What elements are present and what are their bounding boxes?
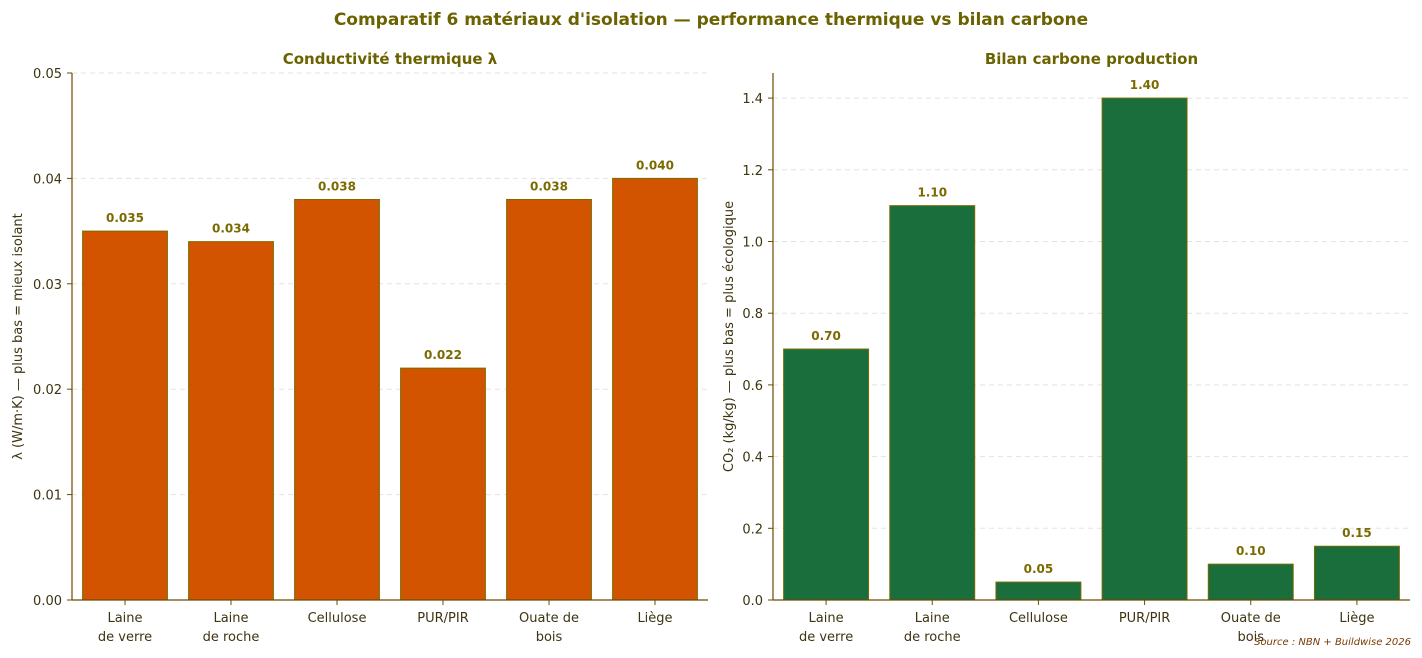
- y-axis-label: CO₂ (kg/kg) — plus bas = plus écologique: [722, 201, 737, 472]
- bar: [1313, 545, 1400, 601]
- x-tick-label-line: Ouate de: [1221, 611, 1281, 626]
- y-axis-label: λ (W/m·K) — plus bas = mieux isolant: [11, 213, 26, 460]
- x-tick-label-line: de roche: [203, 630, 260, 645]
- bar: [612, 177, 698, 601]
- x-tick-label: Liège: [1339, 611, 1374, 626]
- value-label: 1.10: [917, 186, 947, 200]
- bar: [995, 581, 1082, 601]
- bar: [783, 348, 870, 601]
- bar: [400, 367, 486, 601]
- x-tick-label-line: bois: [1237, 630, 1264, 645]
- x-tick-label-line: de roche: [904, 630, 961, 645]
- y-tick-label: 0.2: [742, 522, 763, 537]
- carbon-footprint-chart: Bilan carbone production 0.70 Laine de verr…: [722, 50, 1410, 645]
- value-label: 0.10: [1236, 544, 1266, 558]
- figure-title: Comparatif 6 matériaux d'isolation — per…: [334, 10, 1088, 30]
- y-tick-label: 0.05: [33, 67, 62, 82]
- y-tick-label: 0.00: [33, 594, 62, 609]
- x-tick-label-line: Laine: [107, 611, 142, 626]
- x-tick-label: PUR/PIR: [417, 611, 468, 626]
- y-tick-label: 0.02: [33, 383, 62, 398]
- value-label: 1.40: [1130, 78, 1160, 92]
- bar: [82, 230, 168, 601]
- value-label: 0.038: [530, 179, 568, 193]
- y-tick-label: 1.2: [742, 164, 763, 179]
- x-tick-label-line: Laine: [915, 611, 950, 626]
- x-tick-label: PUR/PIR: [1119, 611, 1170, 626]
- x-tick-label: Laine de verre: [799, 611, 853, 645]
- panel-title: Conductivité thermique λ: [283, 50, 498, 68]
- y-tick-label: 0.4: [742, 451, 763, 466]
- x-tick-label: Cellulose: [308, 611, 367, 626]
- value-label: 0.040: [636, 158, 674, 172]
- y-tick-label: 0.8: [742, 307, 763, 322]
- panel-title: Bilan carbone production: [985, 50, 1198, 68]
- value-label: 0.035: [106, 211, 144, 225]
- x-tick-label-line: Liège: [637, 611, 672, 626]
- x-tick-label: Ouate de bois: [1221, 611, 1281, 645]
- y-tick-label: 1.0: [742, 235, 763, 250]
- bar: [1207, 563, 1294, 601]
- value-label: 0.15: [1342, 526, 1372, 540]
- y-tick-label: 0.6: [742, 379, 763, 394]
- x-tick-label-line: bois: [536, 630, 563, 645]
- y-tick-label: 0.0: [742, 594, 763, 609]
- value-label: 0.70: [811, 329, 841, 343]
- x-tick-label: Laine de roche: [904, 611, 961, 645]
- x-tick-label-line: de verre: [799, 630, 853, 645]
- x-tick-label-line: Laine: [809, 611, 844, 626]
- x-tick-label-line: PUR/PIR: [1119, 611, 1170, 626]
- value-label: 0.038: [318, 179, 356, 193]
- x-tick-label-line: Ouate de: [519, 611, 579, 626]
- bar: [188, 241, 274, 601]
- x-tick-label-line: Liège: [1339, 611, 1374, 626]
- x-tick-label-line: de verre: [98, 630, 152, 645]
- x-tick-label-line: Cellulose: [308, 611, 367, 626]
- y-tick-label: 1.4: [742, 92, 763, 107]
- x-tick-label: Cellulose: [1009, 611, 1068, 626]
- value-label: 0.05: [1024, 562, 1054, 576]
- bar: [1101, 97, 1188, 601]
- x-tick-label-line: PUR/PIR: [417, 611, 468, 626]
- bar: [294, 198, 380, 601]
- x-tick-label: Laine de verre: [98, 611, 152, 645]
- value-label: 0.034: [212, 222, 250, 236]
- y-tick-label: 0.01: [33, 489, 62, 504]
- x-tick-label-line: Cellulose: [1009, 611, 1068, 626]
- y-tick-label: 0.03: [33, 278, 62, 293]
- value-label: 0.022: [424, 348, 462, 362]
- x-tick-label: Ouate de bois: [519, 611, 579, 645]
- source-note: Source : NBN + Buildwise 2026: [1254, 637, 1411, 648]
- bar: [889, 205, 976, 601]
- x-tick-label-line: Laine: [213, 611, 248, 626]
- thermal-conductivity-chart: Conductivité thermique λ 0.035 Laine de ver…: [11, 50, 708, 645]
- y-tick-label: 0.04: [33, 172, 62, 187]
- x-tick-label: Laine de roche: [203, 611, 260, 645]
- x-tick-label: Liège: [637, 611, 672, 626]
- bar: [506, 198, 592, 601]
